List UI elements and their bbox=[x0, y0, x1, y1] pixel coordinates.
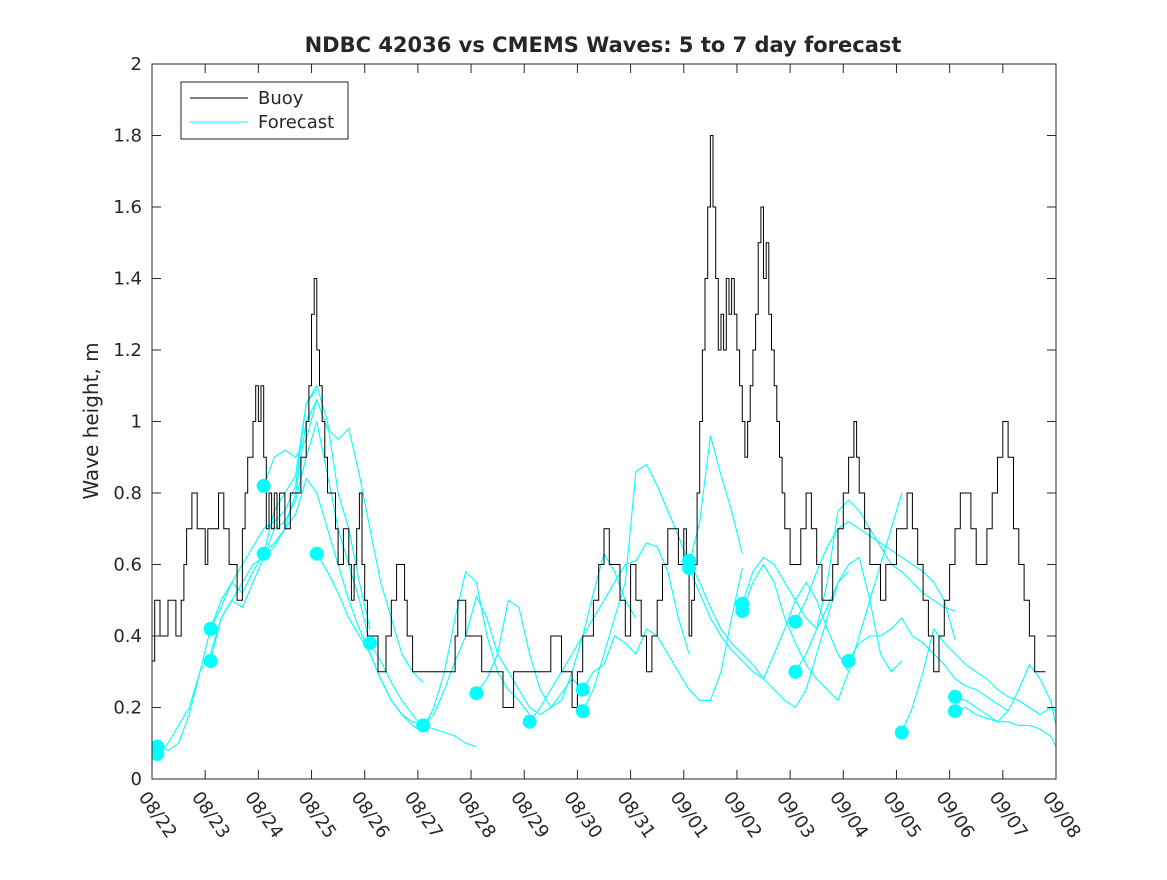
buoy-line bbox=[152, 135, 1046, 708]
forecast-line-18 bbox=[794, 520, 956, 640]
forecast-start-marker-2 bbox=[152, 739, 165, 754]
forecast-line-17 bbox=[741, 556, 903, 673]
forecast-start-marker-13 bbox=[575, 682, 590, 697]
y-tick-label: 1.4 bbox=[113, 269, 142, 290]
forecast-start-marker-11 bbox=[522, 714, 537, 729]
forecast-start-marker-3 bbox=[203, 621, 218, 636]
forecast-start-marker-4 bbox=[203, 654, 218, 668]
forecast-line-19 bbox=[794, 499, 956, 673]
y-tick-label: 0 bbox=[131, 769, 142, 790]
y-tick-label: 0.6 bbox=[113, 555, 142, 576]
y-tick-label: 1.2 bbox=[113, 340, 142, 361]
forecast-start-marker-18 bbox=[788, 614, 803, 629]
forecast-start-marker-17 bbox=[735, 596, 750, 611]
y-tick-label: 0.2 bbox=[113, 698, 142, 719]
forecast-start-marker-23 bbox=[948, 704, 962, 719]
forecast-start-marker-21 bbox=[894, 725, 909, 740]
y-tick-label: 0.8 bbox=[113, 483, 142, 504]
forecast-start-marker-6 bbox=[256, 546, 271, 561]
legend: Buoy Forecast bbox=[180, 81, 349, 140]
forecast-line-15 bbox=[688, 567, 850, 680]
y-tick-label: 0.4 bbox=[113, 626, 142, 647]
forecast-start-marker-22 bbox=[948, 689, 962, 704]
series-group bbox=[152, 135, 1056, 761]
y-tick-label: 1.6 bbox=[113, 197, 142, 218]
forecast-line-12 bbox=[582, 435, 743, 712]
forecast-start-marker-7 bbox=[309, 546, 324, 561]
forecast-start-marker-19 bbox=[788, 664, 803, 679]
y-tick-label: 2 bbox=[131, 54, 142, 75]
forecast-line-16 bbox=[741, 492, 903, 702]
forecast-start-marker-12 bbox=[575, 704, 590, 719]
forecast-start-marker-8 bbox=[363, 636, 377, 651]
forecast-line-9 bbox=[422, 595, 584, 726]
forecast-line-11 bbox=[529, 542, 690, 723]
y-axis-label: Wave height, m bbox=[79, 342, 103, 499]
legend-buoy-label: Buoy bbox=[258, 88, 304, 109]
forecast-line-13 bbox=[582, 567, 743, 701]
forecast-line-7 bbox=[316, 553, 477, 748]
legend-box bbox=[180, 81, 349, 140]
forecast-line-21 bbox=[901, 627, 1056, 733]
forecast-line-5 bbox=[263, 398, 424, 683]
legend-forecast-label: Forecast bbox=[258, 112, 334, 133]
forecast-start-marker-10 bbox=[469, 686, 484, 701]
forecast-start-marker-20 bbox=[841, 654, 856, 668]
chart-title: NDBC 42036 vs CMEMS Waves: 5 to 7 day fo… bbox=[305, 33, 902, 57]
forecast-start-marker-15 bbox=[682, 561, 697, 576]
forecast-start-marker-9 bbox=[416, 718, 431, 733]
forecast-line-22 bbox=[954, 696, 1056, 748]
y-tick-label: 1 bbox=[131, 412, 142, 433]
plot-layer bbox=[152, 135, 1056, 761]
forecast-start-marker-5 bbox=[256, 478, 271, 493]
forecast-line-14 bbox=[688, 560, 849, 709]
y-tick-label: 1.8 bbox=[113, 126, 142, 147]
forecast-line-23 bbox=[954, 663, 1056, 726]
